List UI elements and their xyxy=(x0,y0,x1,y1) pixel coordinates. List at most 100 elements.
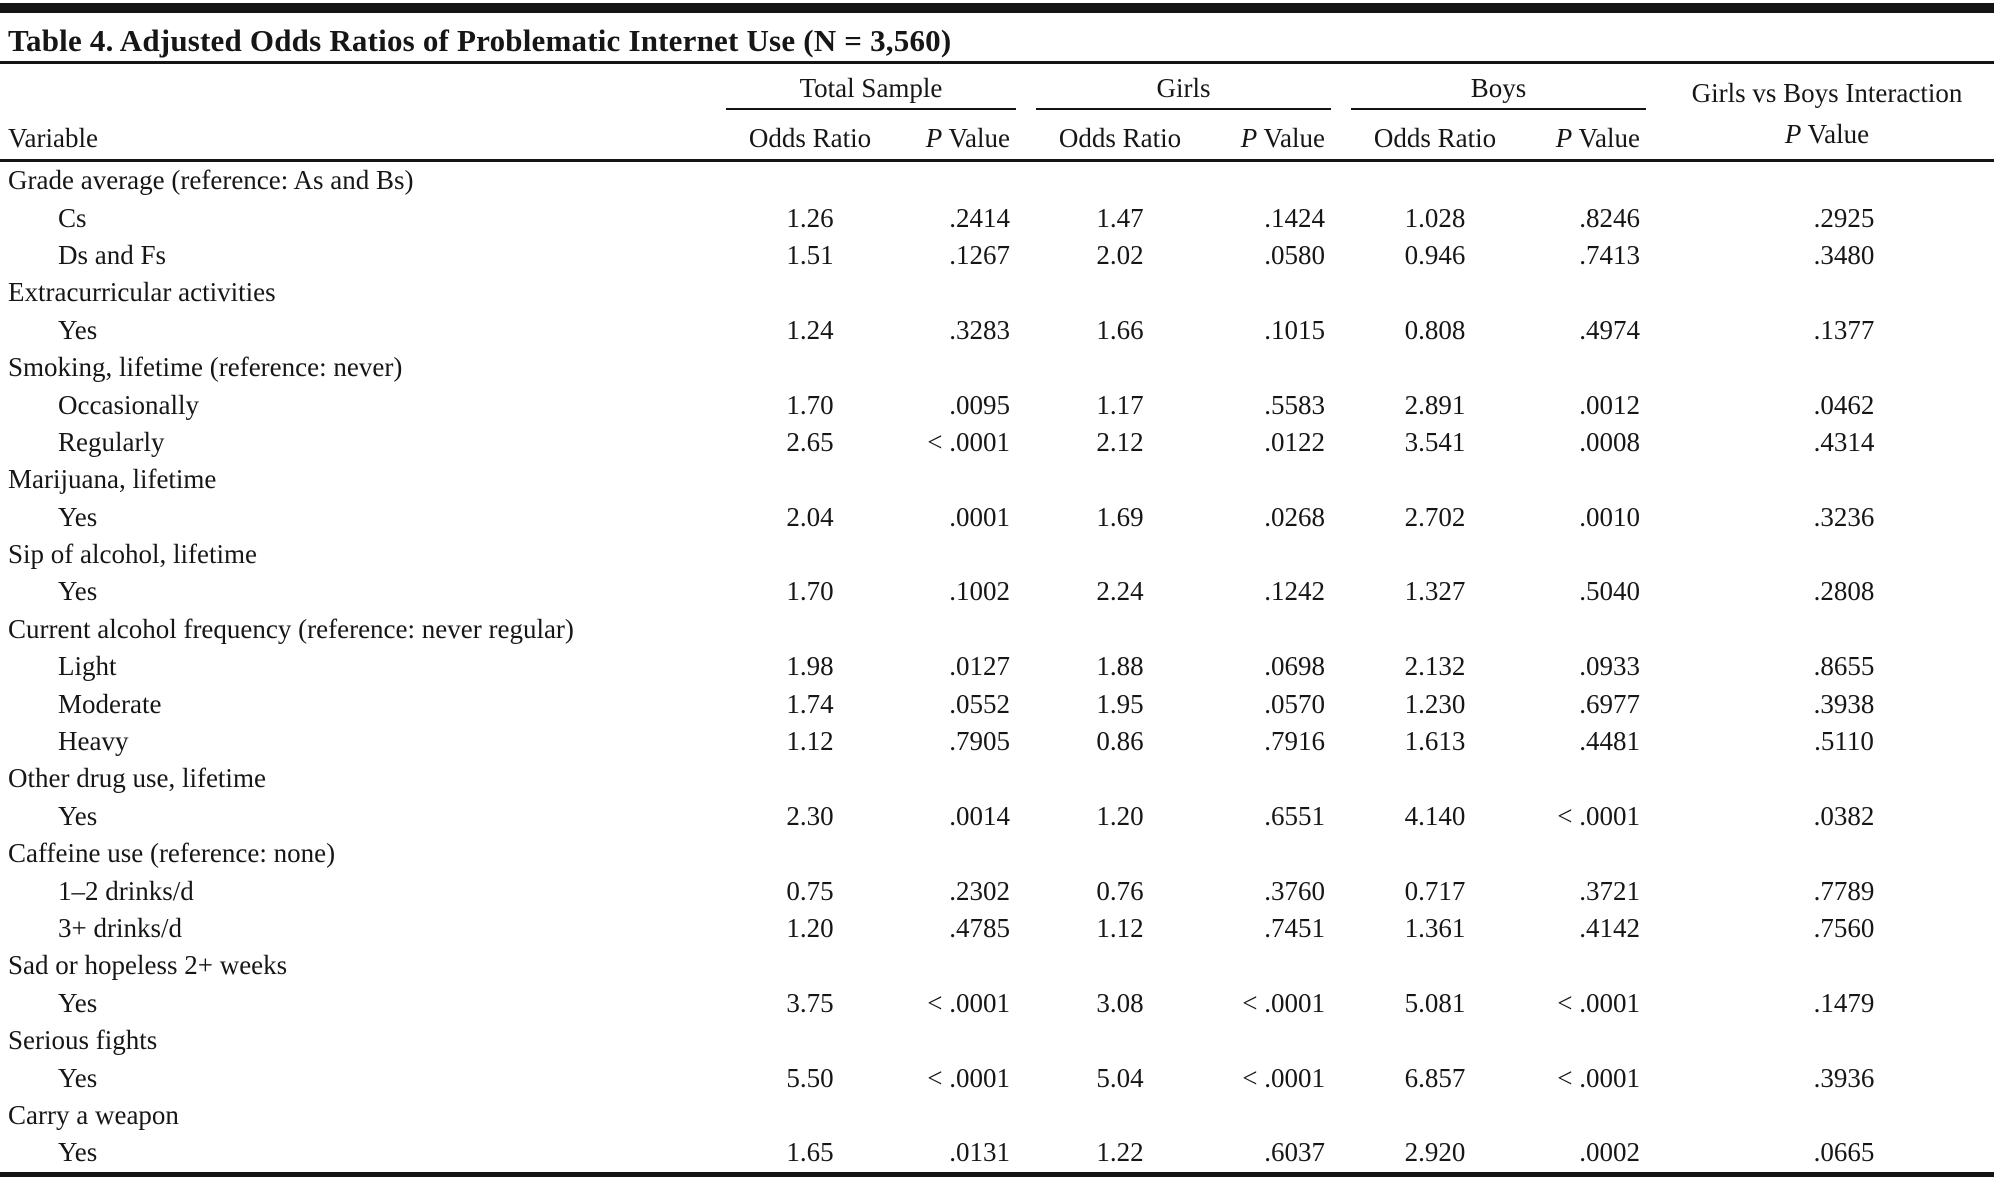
cell-total-odds-ratio: 1.51 xyxy=(786,239,834,270)
data-row: Yes 2.30 .0014 1.20 .6551 4.140 < .0001 .0382 xyxy=(0,798,1994,835)
data-row: 1–2 drinks/d 0.75 .2302 0.76 .3760 0.717 .3721… xyxy=(0,872,1994,909)
cell-interaction-p-value: .2925 xyxy=(1813,202,1875,233)
row-label: Carry a weapon xyxy=(8,1099,179,1130)
cell-girls-p-value: .1424 xyxy=(1264,202,1325,233)
cell-total-p-value xyxy=(900,947,1030,984)
cell-girls-odds-ratio xyxy=(1030,161,1210,200)
group-header-row: Total Sample Girls Boys Girls vs Boys In… xyxy=(0,64,1994,149)
cell-boys-odds-ratio xyxy=(1345,760,1525,797)
boys-p-value-header: P Value xyxy=(1525,110,1660,161)
cell-girls-odds-ratio: 1.22 xyxy=(1096,1137,1144,1168)
cell-interaction-p-value xyxy=(1660,461,1994,498)
cell-girls-odds-ratio: 0.76 xyxy=(1096,875,1144,906)
cell-total-p-value xyxy=(900,835,1030,872)
cell-total-odds-ratio xyxy=(720,835,900,872)
cell-boys-odds-ratio: 2.702 xyxy=(1404,501,1466,532)
cell-girls-odds-ratio: 1.20 xyxy=(1096,800,1144,831)
table-title: Table 4. Adjusted Odds Ratios of Problem… xyxy=(8,23,952,58)
cell-boys-p-value xyxy=(1525,349,1660,386)
row-label: Heavy xyxy=(58,726,129,757)
data-row: Moderate 1.74 .0552 1.95 .0570 1.230 .6977 .393… xyxy=(0,685,1994,722)
row-label: Occasionally xyxy=(58,389,199,420)
cell-total-odds-ratio: 1.98 xyxy=(786,651,834,682)
cell-boys-p-value: .3721 xyxy=(1579,875,1640,906)
cell-girls-p-value: .7451 xyxy=(1264,913,1325,943)
girls-odds-ratio-header: Odds Ratio xyxy=(1058,123,1182,153)
cell-boys-p-value: .0010 xyxy=(1579,501,1640,532)
cell-interaction-p-value: .0462 xyxy=(1813,389,1875,420)
boys-odds-ratio-header: Odds Ratio xyxy=(1373,123,1497,153)
cell-girls-p-value: < .0001 xyxy=(1242,1062,1325,1093)
cell-girls-p-value: .6037 xyxy=(1264,1137,1325,1168)
section-row: Serious fights xyxy=(0,1022,1994,1059)
variable-header-spacer xyxy=(0,64,720,110)
section-row: Sip of alcohol, lifetime xyxy=(0,536,1994,573)
cell-girls-p-value xyxy=(1210,461,1345,498)
bottom-rule xyxy=(0,1171,1994,1177)
cell-total-odds-ratio: 0.75 xyxy=(786,875,834,906)
cell-boys-p-value: .0012 xyxy=(1579,389,1640,420)
row-label: Serious fights xyxy=(8,1025,158,1056)
cell-girls-odds-ratio: 1.95 xyxy=(1096,688,1144,719)
group-label-boys: Boys xyxy=(1351,73,1646,110)
cell-boys-odds-ratio xyxy=(1345,611,1525,648)
cell-girls-p-value: < .0001 xyxy=(1242,987,1325,1018)
cell-total-p-value: .2414 xyxy=(949,202,1010,233)
cell-girls-p-value: .1242 xyxy=(1264,576,1325,607)
data-row: Yes 1.70 .1002 2.24 .1242 1.327 .5040 .2808 xyxy=(0,573,1994,610)
value-text: Value xyxy=(1572,123,1641,153)
cell-total-p-value: .0001 xyxy=(949,501,1010,532)
row-label: Yes xyxy=(58,576,98,607)
cell-total-p-value xyxy=(900,536,1030,573)
cell-total-p-value xyxy=(900,461,1030,498)
row-label: Smoking, lifetime (reference: never) xyxy=(8,352,403,383)
cell-interaction-p-value xyxy=(1660,947,1994,984)
row-label: Ds and Fs xyxy=(58,239,167,270)
section-row: Current alcohol frequency (reference: ne… xyxy=(0,611,1994,648)
cell-girls-p-value xyxy=(1210,1097,1345,1134)
cell-boys-p-value xyxy=(1525,947,1660,984)
cell-girls-p-value: .3760 xyxy=(1264,875,1325,906)
cell-interaction-p-value: .0665 xyxy=(1813,1137,1875,1168)
cell-girls-p-value: .5583 xyxy=(1264,389,1325,420)
data-row: Yes 5.50 < .0001 5.04 < .0001 6.857 < .0001 .39… xyxy=(0,1059,1994,1096)
cell-girls-odds-ratio: 1.47 xyxy=(1096,202,1144,233)
cell-boys-odds-ratio: 0.808 xyxy=(1404,314,1466,345)
cell-total-odds-ratio: 1.12 xyxy=(786,726,834,757)
cell-boys-odds-ratio: 2.920 xyxy=(1404,1137,1466,1168)
cell-girls-p-value xyxy=(1210,1022,1345,1059)
data-row: Occasionally 1.70 .0095 1.17 .5583 2.891 .0012… xyxy=(0,386,1994,423)
cell-interaction-p-value xyxy=(1660,1097,1994,1134)
section-row: Grade average (reference: As and Bs) xyxy=(0,161,1994,200)
row-label: Sip of alcohol, lifetime xyxy=(8,539,257,570)
cell-boys-p-value: .4481 xyxy=(1579,726,1640,757)
cell-boys-p-value: .6977 xyxy=(1579,688,1640,719)
row-label: Yes xyxy=(58,987,98,1018)
cell-interaction-p-value: .5110 xyxy=(1814,726,1874,757)
total-p-value-header: P Value xyxy=(900,110,1030,161)
data-row: Yes 1.24 .3283 1.66 .1015 0.808 .4974 .1377 xyxy=(0,312,1994,349)
cell-boys-odds-ratio: 1.613 xyxy=(1404,726,1466,757)
row-label: Other drug use, lifetime xyxy=(8,763,266,794)
cell-total-p-value: < .0001 xyxy=(927,987,1010,1018)
cell-girls-odds-ratio: 1.17 xyxy=(1096,389,1144,420)
cell-boys-odds-ratio: 0.717 xyxy=(1404,875,1466,906)
cell-boys-p-value xyxy=(1525,1022,1660,1059)
cell-total-odds-ratio: 2.30 xyxy=(786,800,834,831)
cell-boys-odds-ratio: 1.361 xyxy=(1404,913,1466,943)
row-label: Extracurricular activities xyxy=(8,277,276,308)
cell-boys-odds-ratio xyxy=(1345,1022,1525,1059)
cell-boys-p-value xyxy=(1525,611,1660,648)
cell-girls-odds-ratio xyxy=(1030,1097,1210,1134)
cell-boys-odds-ratio: 5.081 xyxy=(1404,987,1466,1018)
cell-girls-odds-ratio: 1.88 xyxy=(1096,651,1144,682)
cell-total-odds-ratio: 1.70 xyxy=(786,576,834,607)
cell-total-p-value: .0095 xyxy=(949,389,1010,420)
row-label: Yes xyxy=(58,501,98,532)
cell-boys-odds-ratio: 0.946 xyxy=(1404,239,1466,270)
cell-total-odds-ratio xyxy=(720,349,900,386)
section-row: Carry a weapon xyxy=(0,1097,1994,1134)
p-symbol: P xyxy=(925,123,943,153)
row-label: Caffeine use (reference: none) xyxy=(8,838,336,869)
cell-girls-p-value: .7916 xyxy=(1264,726,1325,757)
